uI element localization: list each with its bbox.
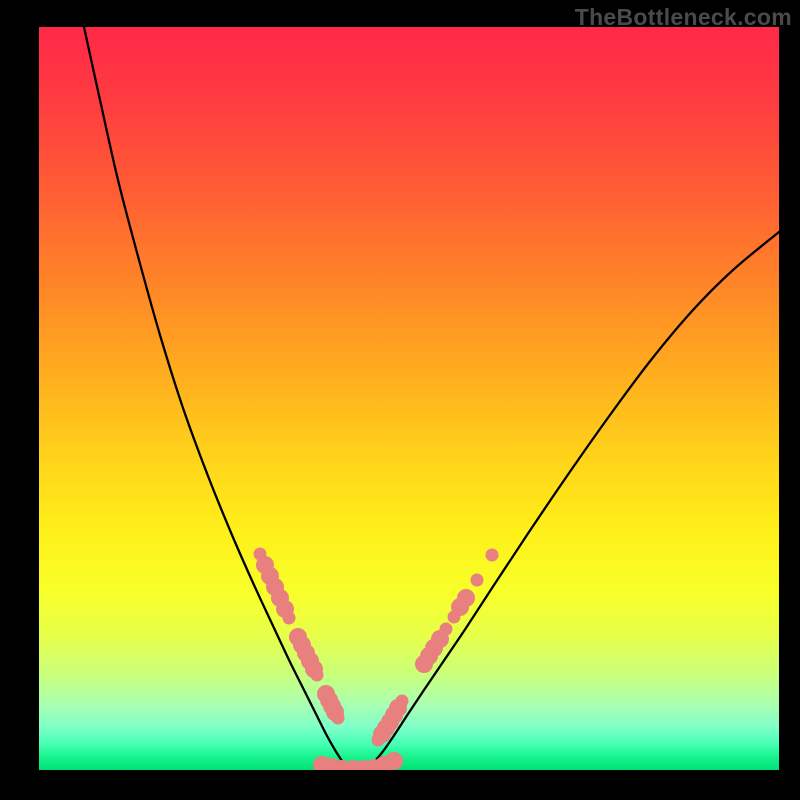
data-point (332, 712, 345, 725)
chart-container: TheBottleneck.com (0, 0, 800, 800)
data-point (385, 752, 403, 770)
data-point (283, 612, 296, 625)
data-point (440, 623, 453, 636)
gradient-plot-area (39, 27, 779, 770)
data-point (311, 669, 324, 682)
data-point (457, 589, 475, 607)
data-point (486, 549, 499, 562)
data-point (471, 574, 484, 587)
watermark-text: TheBottleneck.com (575, 4, 792, 31)
bottleneck-chart-svg (0, 0, 800, 800)
data-point (396, 695, 409, 708)
